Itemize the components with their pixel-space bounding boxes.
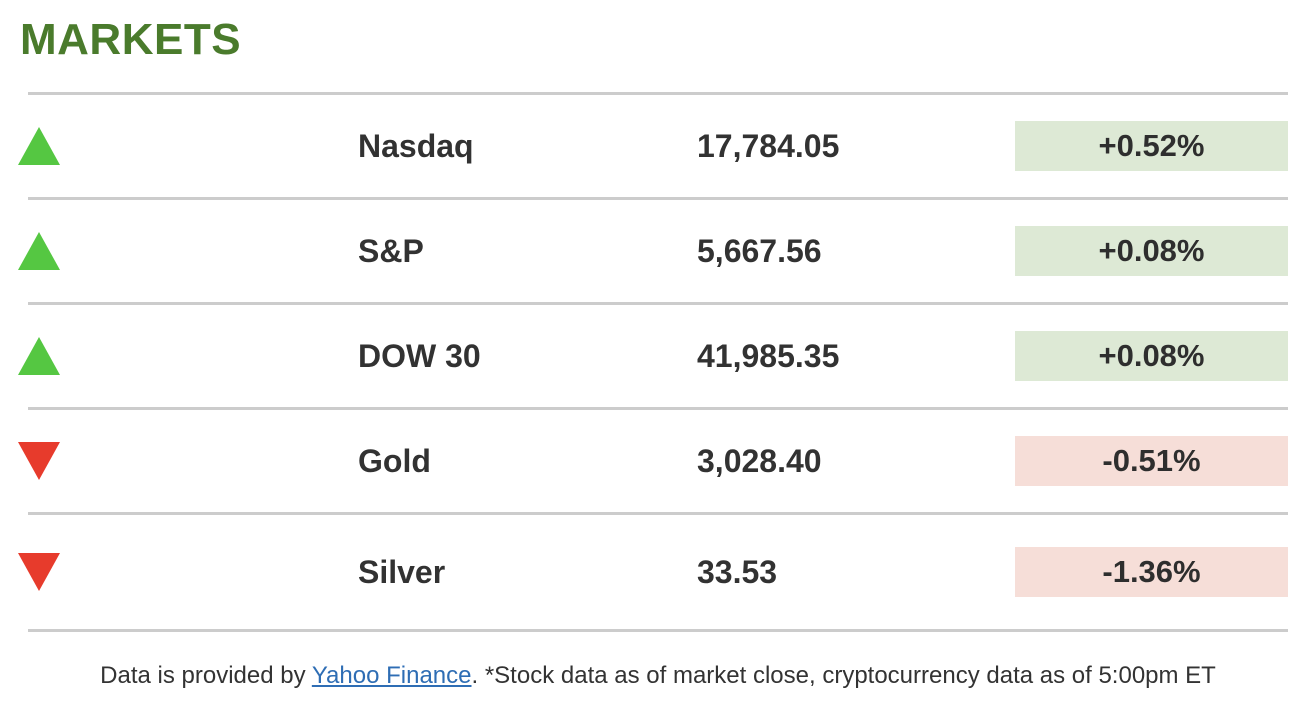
market-value: 17,784.05 (697, 127, 840, 164)
change-badge: +0.52% (1015, 121, 1288, 171)
market-name: Nasdaq (358, 127, 474, 164)
market-name: S&P (358, 232, 424, 269)
up-triangle-icon (18, 337, 60, 375)
header-divider (28, 92, 1288, 95)
change-badge: -1.36% (1015, 547, 1288, 597)
yahoo-finance-link[interactable]: Yahoo Finance (311, 662, 472, 689)
market-name: Gold (358, 442, 431, 479)
up-triangle-icon (18, 127, 60, 165)
data-source-note: Data is provided by Yahoo Finance. *Stoc… (0, 662, 1316, 690)
market-value: 3,028.40 (697, 442, 822, 479)
market-value: 33.53 (697, 553, 778, 590)
down-triangle-icon (18, 442, 60, 480)
change-badge: -0.51% (1015, 436, 1288, 486)
page-title: MARKETS (20, 15, 242, 64)
down-triangle-icon (18, 553, 60, 591)
markets-table: Nasdaq 17,784.05 +0.52% S&P 5,667.56 +0.… (0, 95, 1316, 632)
up-triangle-icon (18, 232, 60, 270)
market-row: DOW 30 41,985.35 +0.08% (18, 305, 1288, 410)
footer-text-prefix: Data is provided by (100, 662, 312, 689)
change-badge: +0.08% (1015, 226, 1288, 276)
market-row: Nasdaq 17,784.05 +0.52% (18, 95, 1288, 200)
footer-text-suffix: . *Stock data as of market close, crypto… (471, 662, 1216, 689)
market-value: 41,985.35 (697, 337, 840, 374)
market-name: DOW 30 (358, 337, 481, 374)
market-row: Gold 3,028.40 -0.51% (18, 410, 1288, 515)
change-badge: +0.08% (1015, 331, 1288, 381)
markets-widget: MARKETS Nasdaq 17,784.05 +0.52% S&P 5,66… (0, 16, 1316, 710)
market-row: Silver 33.53 -1.36% (18, 515, 1288, 632)
market-name: Silver (358, 553, 446, 590)
market-row: S&P 5,667.56 +0.08% (18, 200, 1288, 305)
market-value: 5,667.56 (697, 232, 822, 269)
